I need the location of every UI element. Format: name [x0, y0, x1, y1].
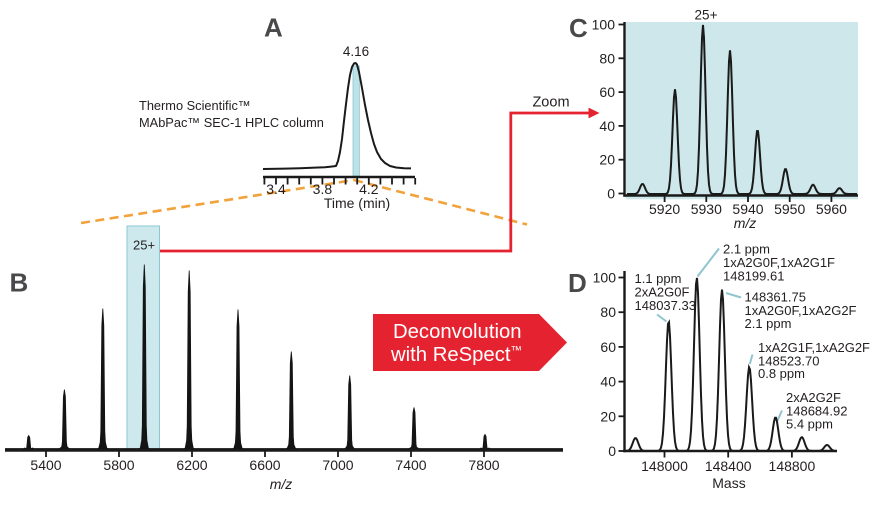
- svg-text:3.4: 3.4: [266, 181, 286, 197]
- svg-text:7800: 7800: [468, 457, 499, 473]
- svg-text:148199.61: 148199.61: [723, 268, 784, 283]
- svg-text:25+: 25+: [695, 8, 718, 23]
- svg-text:5960: 5960: [816, 201, 847, 217]
- svg-text:5950: 5950: [774, 201, 805, 217]
- svg-text:25+: 25+: [133, 238, 155, 253]
- svg-text:1xA2G0F,1xA2G2F: 1xA2G0F,1xA2G2F: [745, 303, 857, 318]
- svg-text:148000: 148000: [641, 458, 688, 474]
- svg-text:148684.92: 148684.92: [786, 404, 847, 419]
- svg-text:60: 60: [600, 339, 616, 355]
- svg-text:2xA2G0F: 2xA2G0F: [635, 285, 690, 300]
- svg-text:40: 40: [600, 374, 616, 390]
- svg-text:148523.70: 148523.70: [758, 354, 819, 369]
- svg-text:7000: 7000: [322, 457, 353, 473]
- svg-text:20: 20: [600, 408, 616, 424]
- svg-text:148037.33: 148037.33: [635, 298, 696, 313]
- svg-text:C: C: [569, 13, 588, 43]
- svg-text:7400: 7400: [395, 457, 426, 473]
- svg-text:148800: 148800: [769, 458, 816, 474]
- svg-text:80: 80: [599, 50, 615, 66]
- svg-text:Mass: Mass: [712, 475, 745, 491]
- svg-text:5800: 5800: [103, 457, 134, 473]
- svg-text:Zoom: Zoom: [532, 95, 569, 111]
- svg-text:D: D: [568, 268, 587, 298]
- svg-text:A: A: [264, 13, 283, 43]
- svg-text:4.16: 4.16: [343, 44, 369, 59]
- svg-text:2.1 ppm: 2.1 ppm: [745, 316, 792, 331]
- svg-text:5940: 5940: [732, 201, 763, 217]
- svg-text:100: 100: [593, 270, 617, 286]
- svg-text:4.2: 4.2: [359, 181, 379, 197]
- svg-text:6600: 6600: [249, 457, 280, 473]
- svg-text:148400: 148400: [705, 458, 752, 474]
- svg-text:0.8 ppm: 0.8 ppm: [758, 366, 805, 381]
- svg-text:20: 20: [599, 152, 615, 168]
- svg-text:80: 80: [600, 304, 616, 320]
- svg-text:0: 0: [608, 443, 616, 459]
- svg-text:Thermo Scientific™: Thermo Scientific™: [139, 98, 251, 113]
- svg-text:6200: 6200: [176, 457, 207, 473]
- svg-text:5930: 5930: [691, 201, 722, 217]
- svg-text:B: B: [10, 268, 29, 298]
- svg-text:m/z: m/z: [270, 476, 293, 492]
- svg-text:5400: 5400: [30, 457, 61, 473]
- svg-text:3.8: 3.8: [313, 181, 333, 197]
- svg-text:Time (min): Time (min): [324, 195, 390, 211]
- svg-text:1xA2G1F,1xA2G2F: 1xA2G1F,1xA2G2F: [758, 340, 870, 355]
- svg-text:5920: 5920: [649, 201, 680, 217]
- svg-text:100: 100: [592, 17, 616, 33]
- svg-text:5.4 ppm: 5.4 ppm: [786, 416, 833, 431]
- svg-text:MAbPac™ SEC-1 HPLC column: MAbPac™ SEC-1 HPLC column: [139, 115, 324, 130]
- svg-text:148361.75: 148361.75: [745, 290, 806, 305]
- svg-text:1xA2G0F,1xA2G1F: 1xA2G0F,1xA2G1F: [723, 255, 835, 270]
- svg-text:0: 0: [607, 186, 615, 202]
- svg-text:with ReSpect™: with ReSpect™: [390, 344, 522, 366]
- svg-text:m/z: m/z: [734, 215, 757, 231]
- svg-text:1.1 ppm: 1.1 ppm: [635, 271, 682, 286]
- svg-text:2.1 ppm: 2.1 ppm: [723, 241, 770, 256]
- svg-text:Deconvolution: Deconvolution: [393, 321, 522, 343]
- svg-text:40: 40: [599, 118, 615, 134]
- svg-text:60: 60: [599, 84, 615, 100]
- svg-text:2xA2G2F: 2xA2G2F: [786, 390, 841, 405]
